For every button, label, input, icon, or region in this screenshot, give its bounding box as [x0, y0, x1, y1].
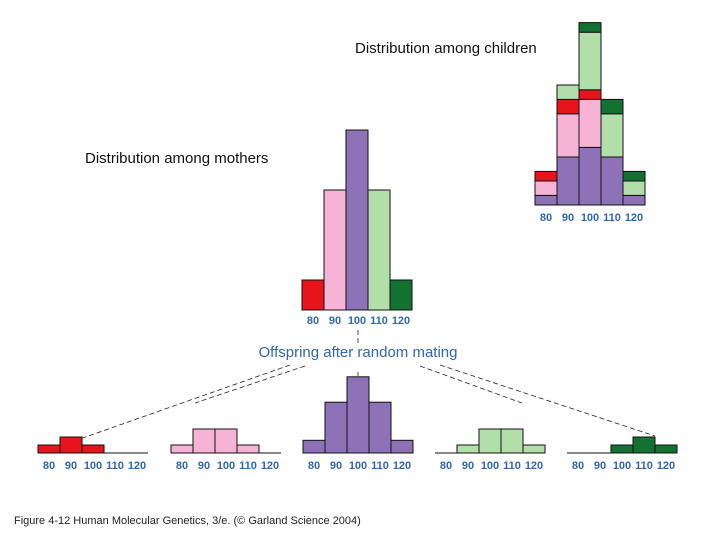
offspring-120-tick-label: 110 [635, 460, 653, 472]
offspring-80-bar-100 [81, 444, 105, 454]
offspring-90-tick-label: 100 [217, 460, 235, 472]
offspring-120-tick-label: 80 [572, 460, 584, 472]
offspring-80-tick-label: 110 [106, 460, 124, 472]
mothers-tick-label: 90 [329, 315, 341, 327]
offspring-80-bar-80 [37, 444, 61, 454]
children-tick-label: 110 [603, 212, 621, 224]
mothers-bar-120 [389, 279, 413, 311]
offspring-120-bar-110 [632, 436, 656, 454]
offspring-110-bar-110 [500, 428, 524, 454]
offspring-120-bar-120 [654, 444, 678, 454]
mothers-tick-label: 100 [348, 315, 366, 327]
offspring-110-bar-120 [522, 444, 546, 454]
children-bar-120-segment-lightgreen [622, 180, 646, 196]
offspring-100-tick-label: 110 [371, 460, 389, 472]
offspring-110-tick-label: 80 [440, 460, 452, 472]
children-bar-90-segment-lightgreen [556, 84, 580, 100]
offspring-120-tick-label: 100 [613, 460, 631, 472]
offspring-80-tick-label: 80 [43, 460, 55, 472]
offspring-100-tick-label: 120 [393, 460, 411, 472]
offspring-100-tick-label: 80 [308, 460, 320, 472]
children-tick-label: 90 [562, 212, 574, 224]
offspring-110-tick-label: 110 [503, 460, 521, 472]
children-bar-90-segment-purple [556, 156, 580, 206]
children-bar-80-segment-pink [534, 180, 558, 196]
mothers-bar-90 [323, 189, 347, 311]
offspring-80-tick-label: 100 [84, 460, 102, 472]
mothers-bar-80 [301, 279, 325, 311]
children-tick-label: 100 [581, 212, 599, 224]
offspring-90-tick-label: 120 [261, 460, 279, 472]
offspring-90-tick-label: 110 [239, 460, 257, 472]
mothers-bar-100 [345, 129, 369, 311]
children-bar-100-segment-pink [578, 98, 602, 148]
offspring-120-bar-100 [610, 444, 634, 454]
connector-line [59, 364, 291, 447]
offspring-80-histogram: 80 90 100 110 120 [37, 436, 148, 472]
children-chart-title: Distribution among children [355, 40, 537, 57]
offspring-100-bar-120 [390, 439, 414, 454]
offspring-100-bar-90 [324, 401, 348, 454]
mothers-tick-label: 110 [370, 315, 388, 327]
offspring-90-tick-label: 90 [198, 460, 210, 472]
children-histogram: 80 90 100 110 120 [534, 22, 646, 224]
children-tick-label: 80 [540, 212, 552, 224]
offspring-100-bar-110 [368, 401, 392, 454]
offspring-120-tick-label: 90 [594, 460, 606, 472]
children-bar-80-segment-red [534, 170, 558, 182]
offspring-100-tick-label: 90 [330, 460, 342, 472]
offspring-100-bar-100 [346, 376, 370, 454]
mothers-tick-label: 120 [392, 315, 410, 327]
offspring-110-tick-label: 90 [462, 460, 474, 472]
children-bar-110-segment-lightgreen [600, 113, 624, 158]
offspring-80-tick-label: 90 [65, 460, 77, 472]
connector-line [194, 365, 306, 404]
children-bar-90-segment-pink [556, 113, 580, 158]
children-bar-100-segment-purple [578, 146, 602, 206]
offspring-90-bar-100 [214, 428, 238, 454]
offspring-110-tick-label: 100 [481, 460, 499, 472]
offspring-110-tick-label: 120 [525, 460, 543, 472]
offspring-100-bar-80 [302, 439, 326, 454]
children-bar-100-segment-lightgreen [578, 31, 602, 91]
offspring-80-bar-90 [59, 436, 83, 454]
mothers-chart-title: Distribution among mothers [85, 150, 268, 167]
children-bar-120-segment-darkgreen [622, 170, 646, 182]
children-tick-label: 120 [625, 212, 643, 224]
children-bar-110-segment-purple [600, 156, 624, 206]
offspring-100-tick-label: 100 [349, 460, 367, 472]
offspring-110-histogram: 80 90 100 110 120 [435, 428, 546, 472]
children-bar-100-segment-red [578, 89, 602, 100]
connector-line [419, 365, 523, 404]
children-bar-100-segment-darkgreen [578, 22, 602, 33]
mothers-tick-label: 80 [307, 315, 319, 327]
offspring-110-bar-90 [456, 444, 480, 454]
figure-caption: Figure 4-12 Human Molecular Genetics, 3/… [14, 515, 361, 527]
offspring-90-tick-label: 80 [176, 460, 188, 472]
mothers-bar-110 [367, 189, 391, 311]
offspring-label: Offspring after random mating [259, 344, 458, 361]
connector-lines [59, 330, 656, 447]
children-bar-80-segment-purple [534, 194, 558, 206]
offspring-110-bar-100 [478, 428, 502, 454]
connector-line [439, 364, 656, 437]
offspring-90-bar-90 [192, 428, 216, 454]
offspring-90-bar-80 [170, 444, 194, 454]
mothers-histogram: 80 90 100 110 120 [301, 129, 413, 327]
offspring-100-histogram: 80 90 100 110 120 [302, 376, 414, 472]
offspring-120-tick-label: 120 [657, 460, 675, 472]
children-bar-110-segment-darkgreen [600, 98, 624, 115]
children-bar-120-segment-purple [622, 194, 646, 206]
children-bar-90-segment-red [556, 98, 580, 115]
offspring-90-histogram: 80 90 100 110 120 [170, 428, 281, 472]
offspring-80-tick-label: 120 [128, 460, 146, 472]
offspring-120-histogram: 80 90 100 110 120 [567, 436, 678, 472]
offspring-90-bar-110 [236, 444, 260, 454]
